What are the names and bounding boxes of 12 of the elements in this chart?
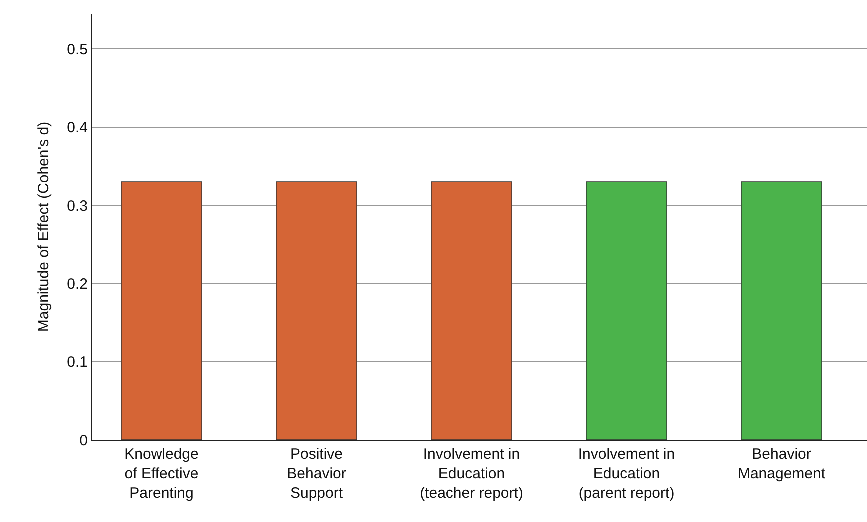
x-tick-label: Involvement in Education (teacher report) xyxy=(420,446,524,502)
x-tick-label: Behavior Management xyxy=(738,446,826,482)
x-tick-label: Positive Behavior Support xyxy=(287,446,346,502)
y-tick-label: 0.5 xyxy=(67,41,88,58)
x-tick-label: Involvement in Education (parent report) xyxy=(578,446,676,502)
y-axis-title: Magnitude of Effect (Cohen's d) xyxy=(35,122,52,332)
y-tick-label: 0 xyxy=(80,432,88,450)
y-tick-label: 0.3 xyxy=(67,198,88,215)
x-tick-label: Knowledge of Effective Parenting xyxy=(124,446,199,502)
y-tick-label: 0.2 xyxy=(67,276,88,293)
y-tick-label: 0.1 xyxy=(67,354,88,372)
y-tick-label: 0.4 xyxy=(67,120,88,137)
